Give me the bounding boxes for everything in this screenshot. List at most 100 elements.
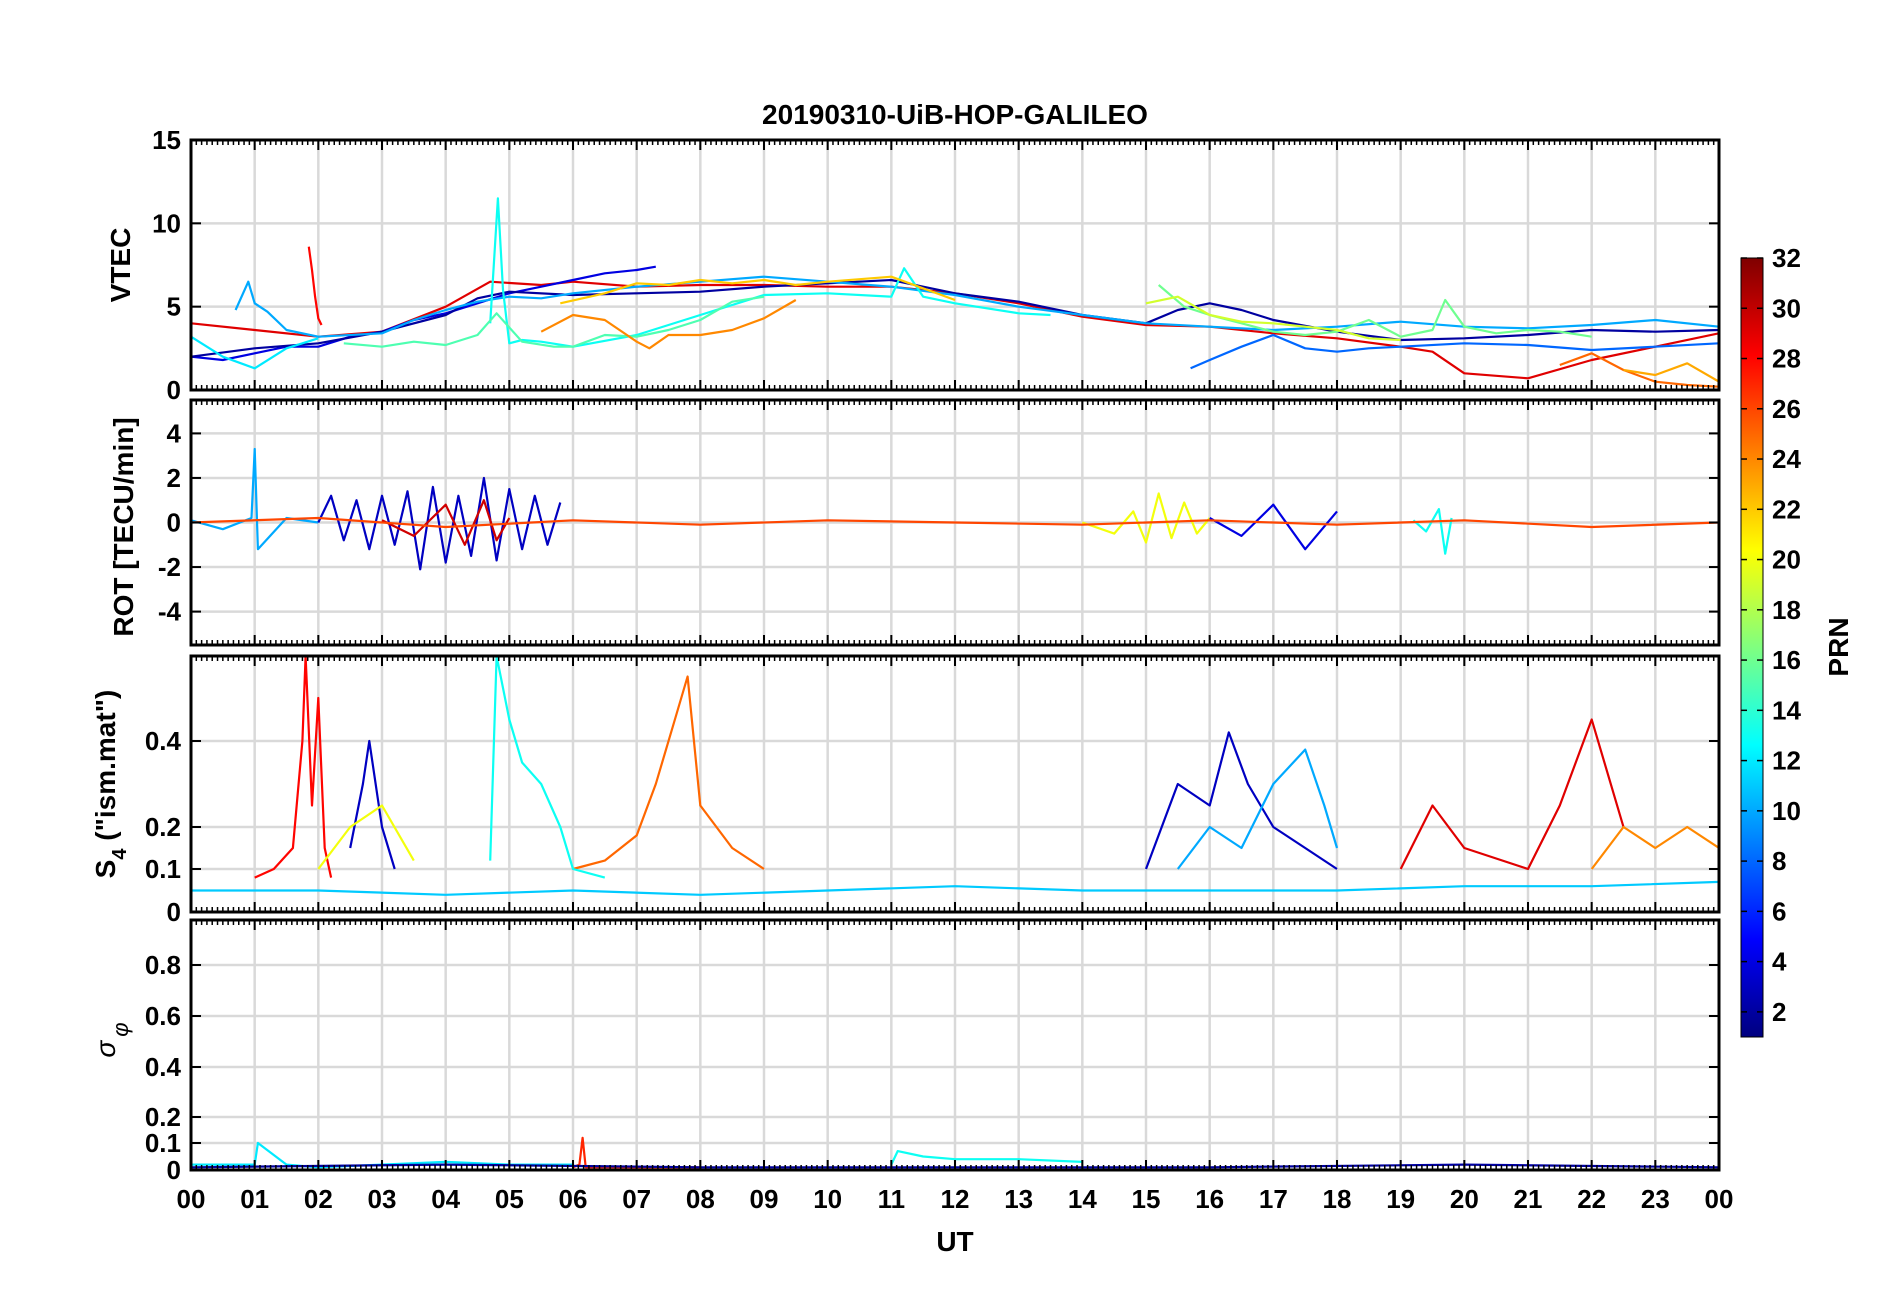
colorbar: PRN 32 30 28 26 24 22 20 18 16 14 12 10 8 6 4 2 bbox=[1740, 243, 1854, 1038]
series-prn-13 bbox=[489, 656, 606, 879]
y-tick-label: 0.4 bbox=[145, 1052, 182, 1082]
y-tick-label: 0 bbox=[167, 897, 181, 927]
series-prn-3 bbox=[349, 739, 396, 870]
x-tick-label: 08 bbox=[686, 1184, 715, 1214]
series-prn-24 bbox=[540, 299, 797, 350]
colorbar-tick-label: 22 bbox=[1772, 494, 1801, 524]
colorbar-tick-label: 10 bbox=[1772, 796, 1801, 826]
series-prn-26 bbox=[191, 516, 1719, 529]
series-prn-22 bbox=[560, 275, 956, 305]
colorbar-tick-label: 18 bbox=[1772, 595, 1801, 625]
colorbar-tick-label: 24 bbox=[1772, 444, 1801, 474]
series-prn-11 bbox=[191, 880, 1719, 896]
y-tick-label: 0 bbox=[167, 1155, 181, 1185]
y-axis-label-sigma: σφ bbox=[90, 1022, 133, 1057]
x-tick-label: 07 bbox=[622, 1184, 651, 1214]
y-tick-label: 0 bbox=[167, 375, 181, 405]
series-group-rot bbox=[191, 447, 1719, 571]
x-tick-label: 05 bbox=[495, 1184, 524, 1214]
x-tick-label: 18 bbox=[1323, 1184, 1352, 1214]
colorbar-tick-label: 6 bbox=[1772, 896, 1786, 926]
y-tick-label: 0.2 bbox=[145, 1102, 181, 1132]
colorbar-tick-label: 30 bbox=[1772, 293, 1801, 323]
series-prn-13 bbox=[1412, 508, 1453, 555]
series-group-s4 bbox=[191, 656, 1719, 896]
x-tick-label: 06 bbox=[559, 1184, 588, 1214]
colorbar-tick-label: 26 bbox=[1772, 394, 1801, 424]
x-tick-label: 10 bbox=[813, 1184, 842, 1214]
x-tick-label: 13 bbox=[1004, 1184, 1033, 1214]
series-prn-3 bbox=[317, 476, 562, 571]
y-tick-label: 0.1 bbox=[145, 1128, 181, 1158]
series-prn-8 bbox=[1190, 333, 1719, 370]
series-prn-30 bbox=[1399, 718, 1625, 871]
y-tick-label: 5 bbox=[167, 292, 181, 322]
y-tick-label: 0.4 bbox=[145, 726, 182, 756]
chart-title: 20190310-UiB-HOP-GALILEO bbox=[762, 99, 1148, 130]
x-tick-label: 17 bbox=[1259, 1184, 1288, 1214]
y-axis-label-vtec: VTEC bbox=[105, 228, 136, 303]
x-tick-label: 00 bbox=[177, 1184, 206, 1214]
x-tick-label: 19 bbox=[1386, 1184, 1415, 1214]
grid-rot bbox=[189, 400, 1721, 645]
series-prn-10 bbox=[234, 275, 1719, 338]
x-tick-label: 02 bbox=[304, 1184, 333, 1214]
grid-sigma bbox=[189, 920, 1721, 1172]
colorbar-tick-label: 2 bbox=[1772, 997, 1786, 1027]
x-tick-label: 16 bbox=[1195, 1184, 1224, 1214]
y-tick-label: -4 bbox=[158, 597, 182, 627]
x-tick-label: 03 bbox=[368, 1184, 397, 1214]
y-tick-label: 15 bbox=[152, 125, 181, 155]
series-prn-23 bbox=[1623, 362, 1719, 383]
series-prn-19 bbox=[1145, 295, 1401, 342]
colorbar-tick-label: 32 bbox=[1772, 243, 1801, 273]
x-axis-label: UT bbox=[936, 1226, 973, 1257]
series-prn-20 bbox=[317, 804, 415, 870]
colorbar-gradient bbox=[1740, 257, 1764, 1038]
y-tick-label: 10 bbox=[152, 208, 181, 238]
series-prn-15 bbox=[343, 295, 765, 348]
y-tick-label: 2 bbox=[167, 463, 181, 493]
axes-frame-rot bbox=[189, 398, 1721, 647]
series-prn-24 bbox=[1590, 825, 1719, 870]
series-prn-20 bbox=[1081, 492, 1211, 544]
x-tick-label: 04 bbox=[431, 1184, 460, 1214]
colorbar-tick-label: 20 bbox=[1772, 545, 1801, 575]
series-prn-10 bbox=[191, 447, 319, 551]
series-prn-4 bbox=[1209, 503, 1338, 551]
series-prn-28 bbox=[254, 656, 333, 879]
series-prn-31 bbox=[381, 499, 511, 546]
series-prn-28 bbox=[307, 246, 323, 326]
y-axis-label-s4: S4 ("ism.mat") bbox=[90, 690, 131, 879]
x-tick-labels: 00 01 02 03 04 05 06 07 08 09 10 11 12 13 14 15 16 17 18 19… bbox=[177, 1184, 1734, 1214]
y-tick-label: 0.1 bbox=[145, 854, 181, 884]
y-tick-label: 0.2 bbox=[145, 812, 181, 842]
axes-frame-s4 bbox=[189, 654, 1721, 914]
x-tick-label: 09 bbox=[750, 1184, 779, 1214]
axes-frame-sigma bbox=[189, 918, 1721, 1172]
colorbar-tick-label: 28 bbox=[1772, 344, 1801, 374]
y-tick-label: 0 bbox=[167, 508, 181, 538]
x-tick-label: 15 bbox=[1132, 1184, 1161, 1214]
grid-vtec bbox=[189, 138, 1721, 392]
colorbar-tick-label: 16 bbox=[1772, 645, 1801, 675]
colorbar-tick-label: 8 bbox=[1772, 846, 1786, 876]
series-prn-25 bbox=[1559, 352, 1719, 388]
x-tick-label: 11 bbox=[878, 1184, 906, 1214]
y-tick-label: 4 bbox=[167, 418, 182, 448]
x-tick-label: 14 bbox=[1068, 1184, 1097, 1214]
colorbar-tick-label: 14 bbox=[1772, 695, 1801, 725]
panel-s4: 0 0.1 0.2 0.4 S4 ("ism.mat") bbox=[90, 654, 1721, 927]
x-tick-label: 20 bbox=[1450, 1184, 1479, 1214]
colorbar-tick-label: 4 bbox=[1772, 947, 1787, 977]
grid-s4 bbox=[189, 656, 1721, 914]
panel-vtec: 0 5 10 15 VTEC bbox=[105, 125, 1721, 405]
x-tick-label: 23 bbox=[1641, 1184, 1670, 1214]
y-axis-label-rot: ROT [TECU/min] bbox=[108, 417, 139, 636]
y-tick-label: -2 bbox=[158, 552, 181, 582]
series-prn-25 bbox=[572, 675, 765, 871]
y-tick-label: 0.6 bbox=[145, 1001, 181, 1031]
x-tick-label: 21 bbox=[1514, 1184, 1543, 1214]
series-prn-3 bbox=[1144, 731, 1338, 870]
